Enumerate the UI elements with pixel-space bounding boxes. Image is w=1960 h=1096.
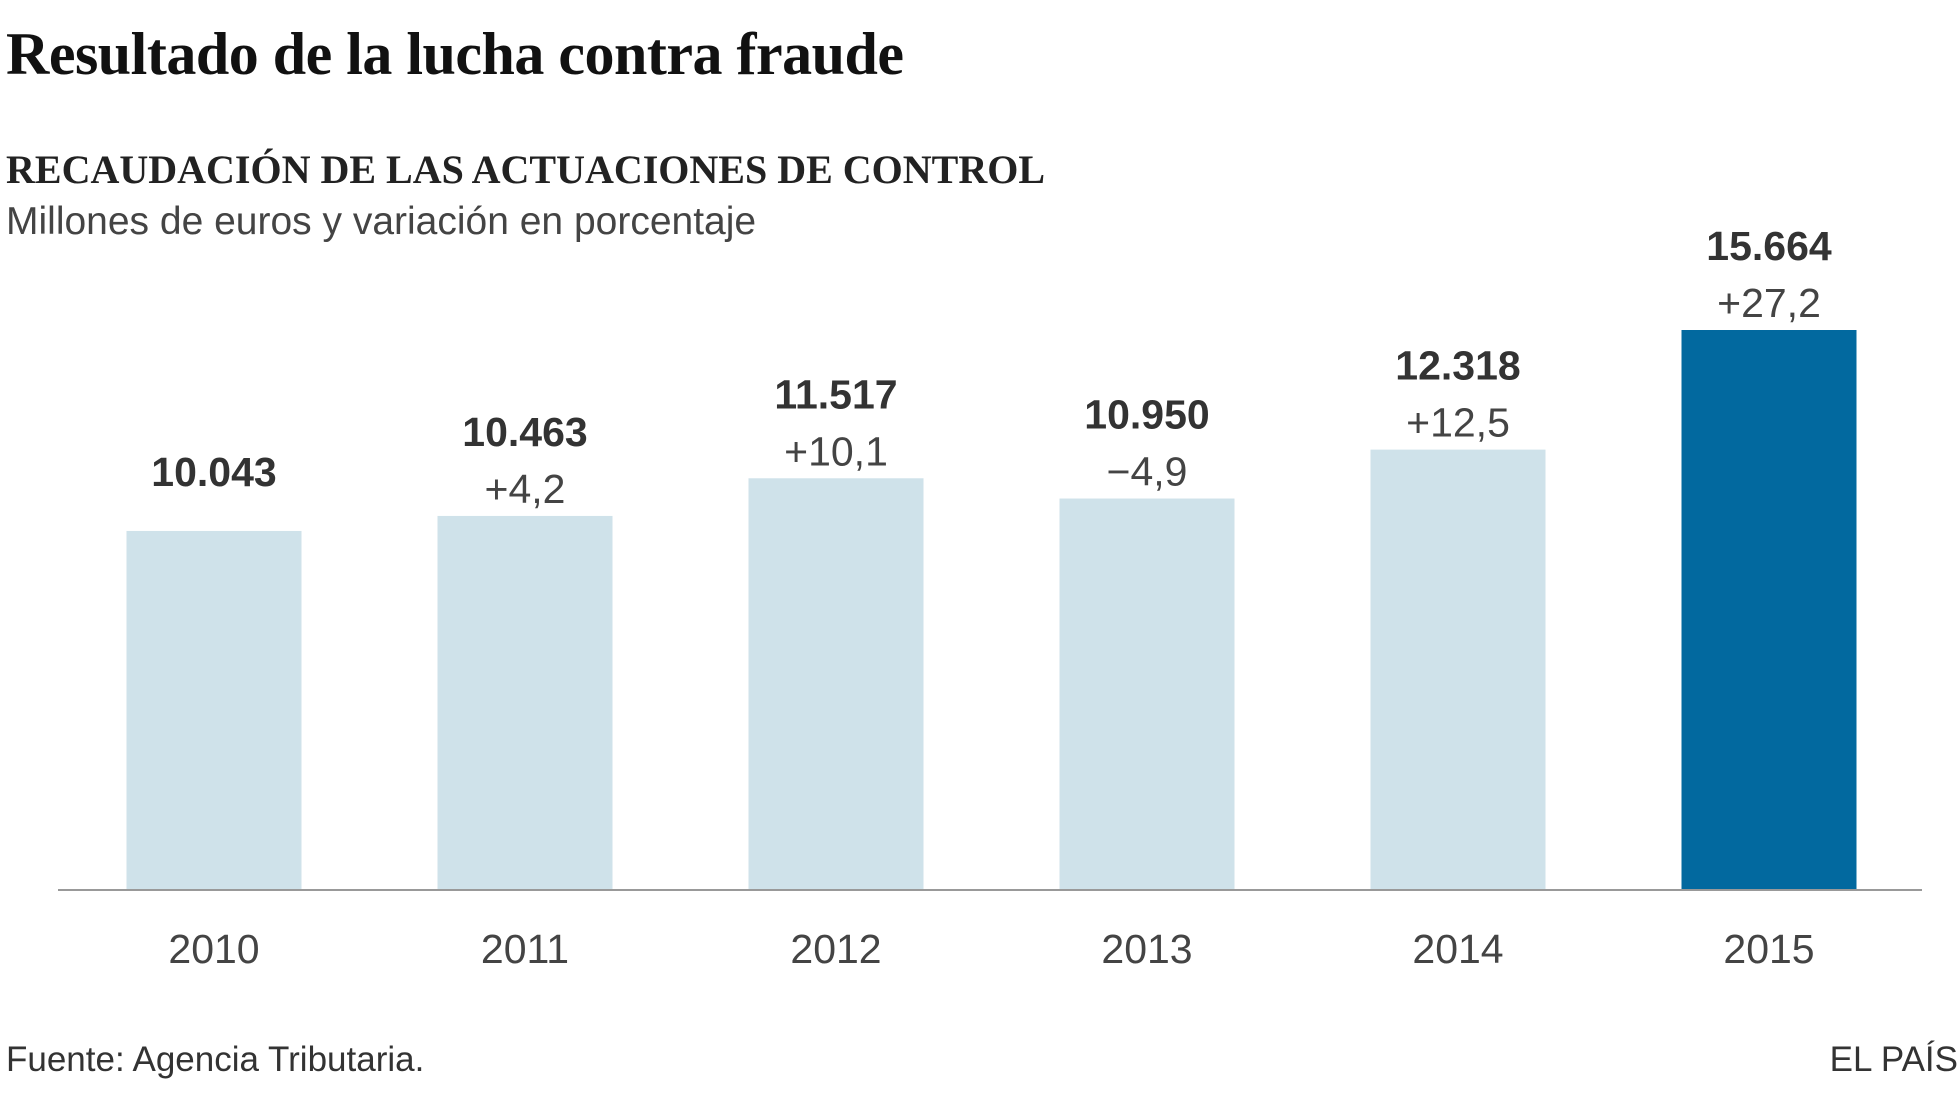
pct-label: +10,1 [784, 428, 888, 474]
value-label: 10.043 [151, 449, 276, 495]
bar-2011 [437, 515, 613, 890]
bar-2013 [1059, 498, 1235, 890]
x-tick-label: 2010 [168, 926, 259, 972]
bar-2010 [126, 530, 302, 890]
bar-2012 [748, 478, 924, 890]
chart-units: Millones de euros y variación en porcent… [6, 200, 757, 243]
value-label: 10.950 [1084, 392, 1209, 438]
x-tick-label: 2015 [1723, 926, 1814, 972]
x-tick-label: 2014 [1412, 926, 1503, 972]
value-label: 12.318 [1395, 343, 1520, 389]
x-tick-label: 2013 [1101, 926, 1192, 972]
pct-label: −4,9 [1107, 449, 1188, 495]
bar-2014 [1370, 449, 1546, 890]
x-tick-label: 2011 [481, 926, 569, 972]
chart-subtitle: RECAUDACIÓN DE LAS ACTUACIONES DE CONTRO… [6, 147, 1046, 192]
bar-2015 [1681, 330, 1857, 890]
pct-label: +12,5 [1406, 400, 1510, 446]
pct-label: +27,2 [1717, 280, 1821, 326]
pct-label: +4,2 [485, 466, 566, 512]
x-tick-label: 2012 [790, 926, 881, 972]
source-note: Fuente: Agencia Tributaria. [6, 1040, 425, 1079]
brand-logo: EL PAÍS [1829, 1040, 1958, 1079]
value-label: 15.664 [1706, 223, 1832, 269]
value-label: 11.517 [774, 371, 897, 417]
chart-title: Resultado de la lucha contra fraude [6, 21, 904, 87]
value-label: 10.463 [462, 409, 587, 455]
